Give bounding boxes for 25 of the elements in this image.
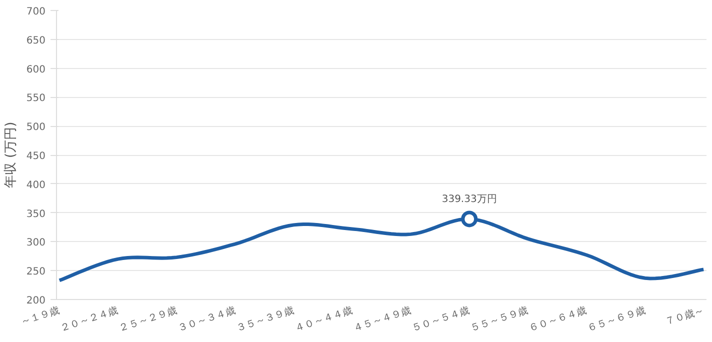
y-tick-label: 650 bbox=[26, 35, 46, 46]
x-tick-label: ５５～５９歳 bbox=[468, 304, 530, 334]
y-tick-label: 350 bbox=[26, 208, 46, 220]
x-tick-label: ６５～６９歳 bbox=[586, 304, 647, 334]
y-tick-label: 400 bbox=[26, 180, 46, 191]
y-tick-label: 500 bbox=[26, 122, 46, 134]
x-tick-label: ４５～４９歳 bbox=[352, 304, 412, 334]
x-tick-label: ２５～２９歳 bbox=[117, 304, 178, 334]
y-axis-title: 年収 (万円) bbox=[3, 122, 18, 188]
y-tick-label: 450 bbox=[26, 151, 46, 162]
y-tick-label: 550 bbox=[26, 93, 46, 104]
x-tick-label: ６０～６４歳 bbox=[527, 304, 588, 334]
y-tick-label: 200 bbox=[26, 296, 46, 306]
x-tick-label: ３５～３９歳 bbox=[234, 304, 296, 334]
x-tick-label: ７０歳～ bbox=[664, 304, 706, 328]
x-tick-label: ５０～５４歳 bbox=[410, 304, 472, 334]
x-tick-label: ２０～２４歳 bbox=[58, 304, 120, 334]
y-tick-label: 250 bbox=[26, 266, 46, 278]
y-tick-label: 300 bbox=[26, 238, 46, 249]
x-tick-label: ４０～４４歳 bbox=[293, 304, 354, 334]
annotation: 339.33万円 bbox=[442, 194, 497, 205]
x-tick-label: ～１９歳 bbox=[19, 304, 62, 328]
y-tick-label: 700 bbox=[26, 6, 46, 18]
y-tick-label: 600 bbox=[26, 64, 46, 76]
x-tick-label: ３０～３４歳 bbox=[176, 304, 237, 334]
